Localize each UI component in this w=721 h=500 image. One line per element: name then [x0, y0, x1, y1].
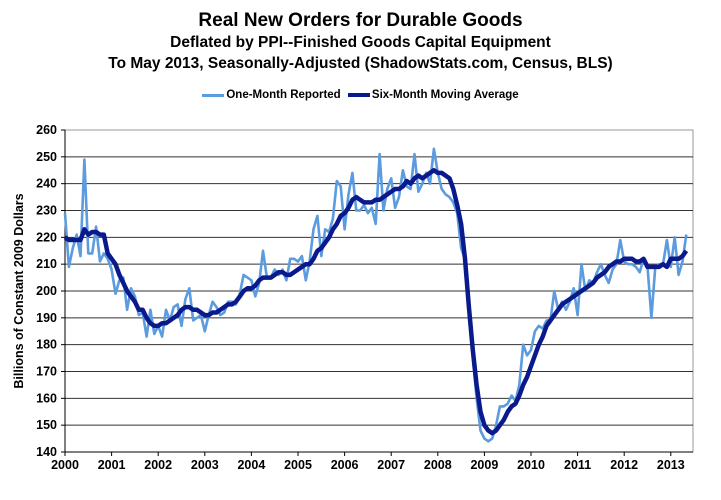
x-tick-label: 2012	[610, 458, 638, 472]
series-line-one-month-reported	[63, 147, 688, 443]
y-tick-label: 140	[36, 445, 57, 459]
x-tick-label: 2013	[657, 458, 685, 472]
x-tick-label: 2009	[470, 458, 498, 472]
x-tick-label: 2001	[98, 458, 126, 472]
x-tick-label: 2003	[191, 458, 219, 472]
x-tick-label: 2008	[424, 458, 452, 472]
x-tick-label: 2010	[517, 458, 545, 472]
chart-subtitle-1: Deflated by PPI--Finished Goods Capital …	[170, 34, 551, 51]
x-tick-label: 2005	[284, 458, 312, 472]
y-tick-label: 220	[36, 230, 57, 244]
x-tick-label: 2007	[377, 458, 405, 472]
y-tick-label: 170	[36, 365, 57, 379]
legend-label-one-month: One-Month Reported	[226, 89, 341, 101]
x-tick-label: 2011	[564, 458, 591, 472]
y-tick-label: 160	[36, 391, 57, 405]
x-tick-label: 2006	[331, 458, 359, 472]
legend-swatch-one-month	[202, 93, 225, 97]
legend-swatch-moving-average	[347, 93, 370, 97]
y-tick-label: 240	[36, 177, 57, 191]
y-tick-label: 180	[36, 338, 57, 352]
y-tick-label: 250	[36, 150, 57, 164]
y-tick-label: 210	[36, 257, 57, 271]
y-tick-label: 190	[36, 311, 57, 325]
y-tick-label: 200	[36, 284, 57, 298]
legend: One-Month Reported Six-Month Moving Aver…	[0, 89, 721, 101]
y-axis-label: Billions of Constant 2009 Dollars	[12, 193, 26, 388]
x-tick-label: 2004	[237, 458, 265, 472]
chart-title: Real New Orders for Durable Goods	[198, 10, 523, 31]
x-tick-label: 2002	[144, 458, 172, 472]
legend-label-moving-average: Six-Month Moving Average	[371, 89, 519, 101]
y-tick-label: 230	[36, 204, 57, 218]
x-tick-label: 2000	[51, 458, 79, 472]
series-line-six-month-moving-average	[63, 168, 689, 436]
y-tick-label: 150	[36, 418, 57, 432]
y-tick-label: 260	[36, 123, 57, 137]
chart-subtitle-2: To May 2013, Seasonally-Adjusted (Shadow…	[108, 55, 613, 72]
